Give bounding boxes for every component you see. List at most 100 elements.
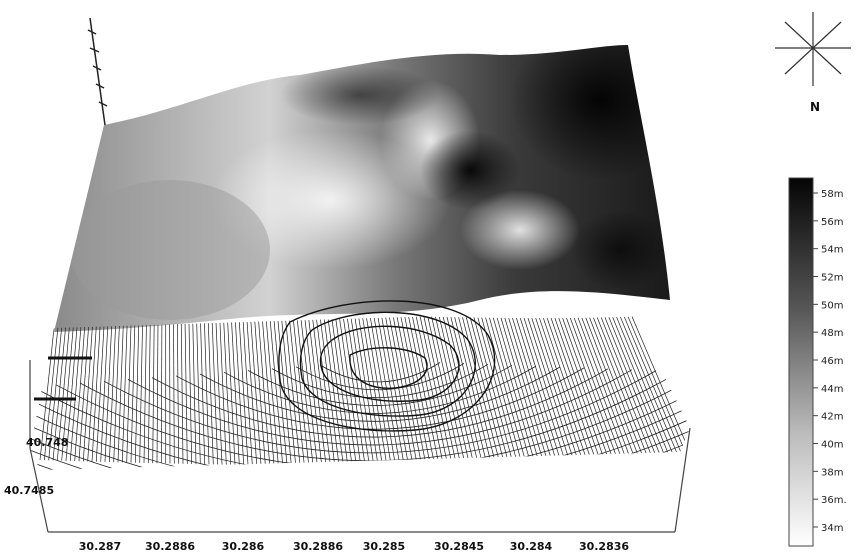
wireframe-line — [408, 316, 440, 464]
wireframe-line — [61, 326, 74, 461]
wireframe-line — [230, 316, 240, 465]
wireframe-curve — [199, 366, 561, 422]
wireframe-line — [562, 317, 613, 457]
wireframe-line — [423, 316, 457, 463]
wireframe-line — [516, 317, 561, 460]
wireframe-grid — [30, 315, 690, 470]
wireframe-line — [43, 327, 59, 461]
shaded-elevation-surface — [54, 45, 670, 332]
wireframe-line — [65, 326, 78, 461]
wireframe-line — [396, 315, 427, 464]
wireframe-curve — [103, 370, 657, 454]
wireframe-line — [539, 318, 587, 458]
wireframe-curve — [127, 369, 633, 446]
wireframe-line — [508, 317, 552, 460]
wireframe-line — [108, 323, 117, 463]
colorbar-label: 40m — [821, 440, 843, 451]
wireframe-line — [156, 320, 159, 464]
wireframe-line — [254, 315, 266, 466]
wireframe-line — [223, 316, 232, 465]
wireframe-line — [296, 315, 314, 466]
wireframe-line — [381, 315, 409, 465]
x-tick-label: 30.285 — [363, 540, 405, 553]
wireframe-line — [489, 317, 531, 461]
wireframe-line — [546, 317, 596, 458]
x-tick-label: 30.2886 — [293, 540, 343, 553]
wireframe-line — [265, 315, 279, 466]
colorbar-label: 42m — [821, 412, 843, 423]
wireframe-line — [454, 317, 492, 462]
wireframe-line — [566, 317, 617, 457]
wireframe-line — [427, 316, 461, 463]
colorbar-label: 46m — [821, 356, 843, 367]
wireframe-line — [288, 315, 305, 466]
wireframe-line — [91, 324, 101, 462]
wireframe-line — [400, 316, 431, 464]
wireframe-line — [554, 317, 604, 458]
wireframe-line — [200, 317, 206, 465]
wireframe-line — [623, 316, 682, 454]
wireframe-line — [74, 325, 86, 462]
wireframe-line — [338, 315, 362, 465]
wireframe-line — [104, 323, 113, 462]
wireframe-line — [184, 318, 188, 464]
wireframe-curve — [31, 372, 690, 470]
wireframe-line — [450, 317, 487, 462]
wireframe-line — [593, 317, 648, 455]
x-tick-label: 30.284 — [510, 540, 553, 553]
wireframe-line — [596, 317, 652, 455]
wireframe-line — [323, 315, 344, 466]
colorbar-label: 38m — [821, 467, 843, 478]
wireframe-line — [48, 327, 63, 461]
wireframe-line — [277, 315, 292, 466]
wireframe-line — [435, 316, 470, 463]
colorbar-label: 58m — [821, 189, 843, 200]
x-tick-label: 30.2845 — [434, 540, 484, 553]
wireframe-line — [477, 317, 518, 461]
north-label: N — [810, 100, 820, 114]
wireframe-line — [550, 317, 600, 458]
wireframe-line — [176, 319, 180, 464]
wireframe-line — [160, 320, 163, 464]
colorbar — [788, 177, 814, 547]
wireframe-line — [334, 315, 357, 465]
compass-rose — [775, 12, 851, 86]
wireframe-line — [481, 317, 522, 461]
wireframe-line — [130, 321, 136, 463]
wireframe-curve — [30, 377, 690, 470]
wireframe-line — [196, 318, 201, 465]
wireframe-line — [373, 315, 401, 465]
wireframe-line — [354, 315, 379, 465]
wireframe-line — [419, 316, 453, 464]
wireframe-line — [69, 325, 82, 461]
wireframe-line — [446, 316, 483, 463]
wireframe-line — [95, 324, 105, 462]
wireframe-curve — [151, 368, 609, 438]
wireframe-line — [535, 317, 583, 459]
wireframe-line — [242, 316, 253, 465]
wireframe-line — [531, 317, 578, 459]
x-tick-label: 30.286 — [222, 540, 265, 553]
wireframe-line — [604, 317, 661, 455]
wireframe-line — [257, 315, 271, 466]
wireframe-line — [134, 321, 140, 463]
wireframe-line — [227, 316, 236, 465]
wireframe-line — [342, 315, 366, 465]
wireframe-line — [234, 316, 245, 465]
wireframe-curve — [247, 364, 513, 406]
wireframe-line — [388, 315, 418, 464]
wireframe-line — [627, 316, 687, 454]
wireframe-curve — [30, 375, 690, 470]
y-axis-markers — [34, 356, 92, 401]
wireframe-line — [100, 323, 109, 462]
wireframe-line — [113, 322, 120, 463]
wireframe-line — [458, 317, 496, 462]
wireframe-line — [211, 317, 219, 465]
colorbar-label: 36m. — [821, 495, 847, 506]
wireframe-line — [523, 317, 570, 459]
wireframe-line — [346, 315, 370, 465]
colorbar-label: 44m — [821, 384, 843, 395]
wireframe-line — [473, 317, 513, 461]
wireframe-line — [577, 317, 630, 456]
